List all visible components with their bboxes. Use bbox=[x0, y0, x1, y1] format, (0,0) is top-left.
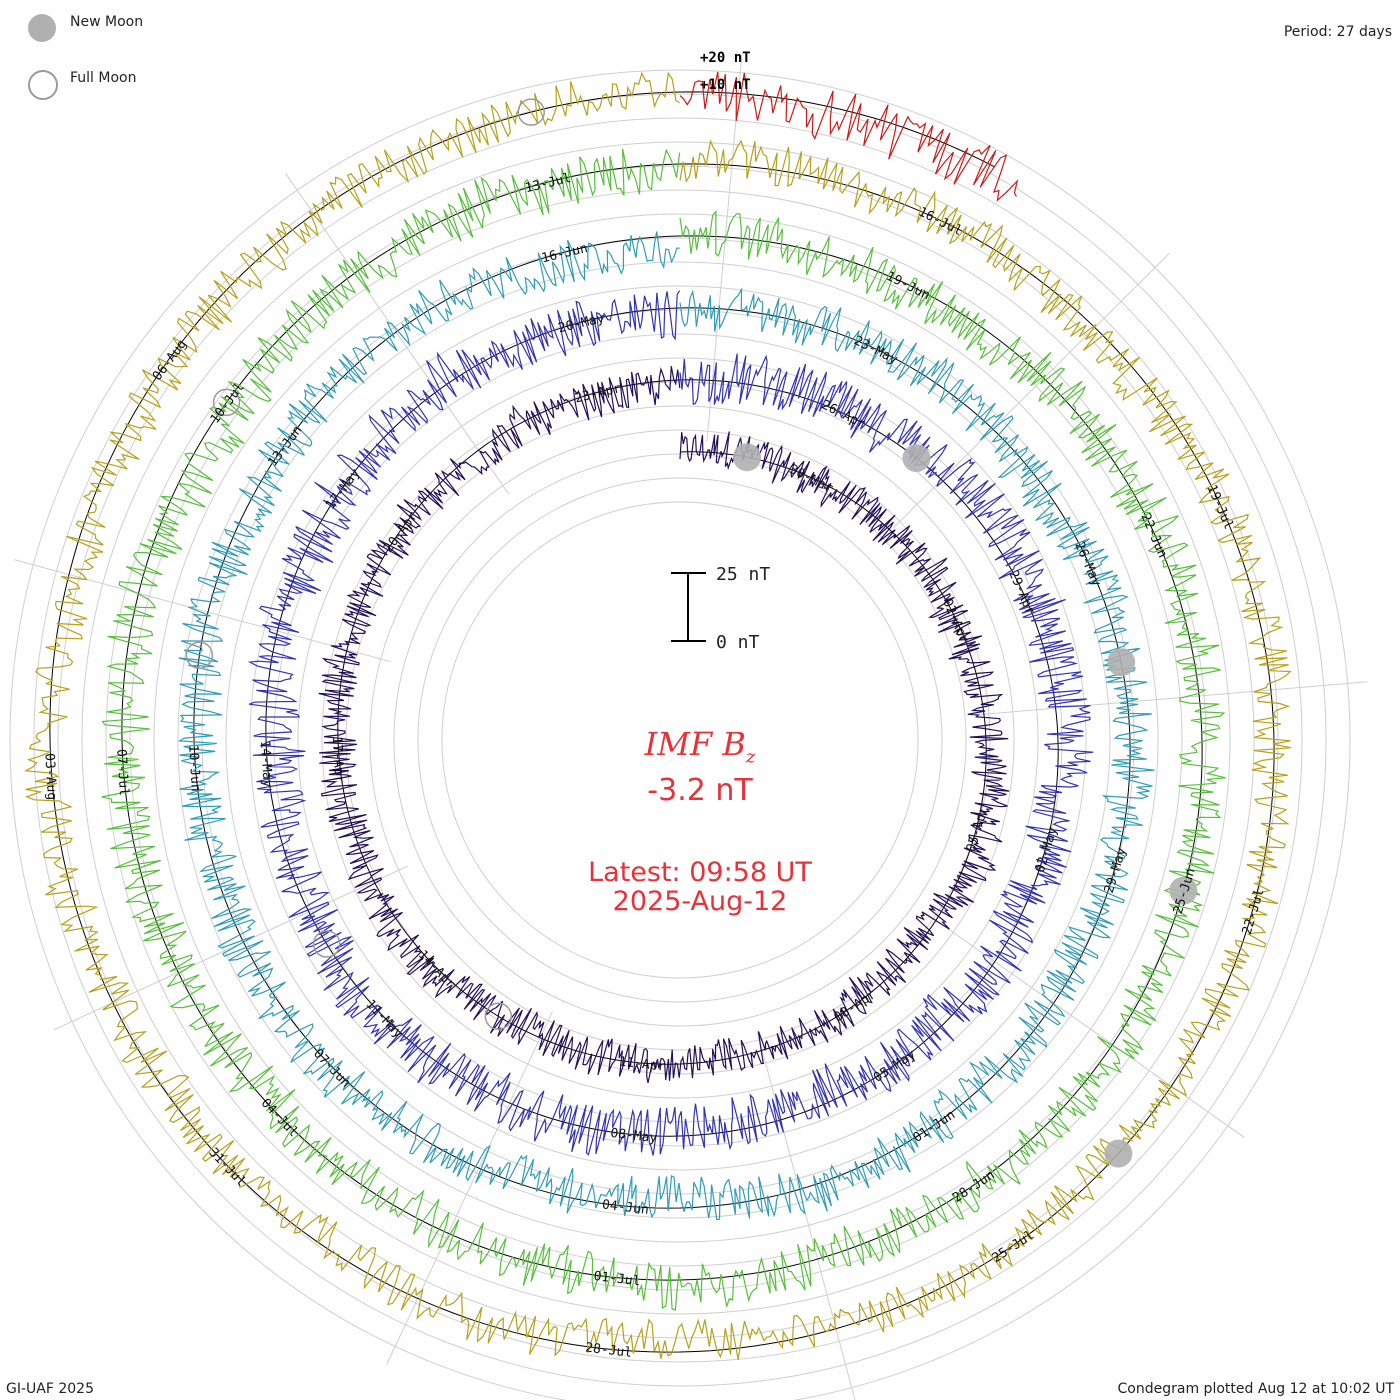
date-label: 17-Apr bbox=[329, 736, 347, 784]
full-moon-marker bbox=[517, 98, 545, 126]
grid-spoke bbox=[892, 253, 1170, 529]
full-moon-legend-label: Full Moon bbox=[70, 70, 137, 86]
latest-time-label: Latest: 09:58 UT bbox=[588, 857, 812, 888]
date-label: 11-Apr bbox=[618, 1054, 667, 1074]
grid-circle bbox=[297, 357, 1063, 1123]
grid-circle bbox=[441, 501, 919, 979]
scale-layer: +20 nT +10 nT 25 nT 0 nT bbox=[671, 50, 770, 653]
date-label: 04-Jun bbox=[601, 1198, 649, 1218]
latest-date-label: 2025-Aug-12 bbox=[612, 886, 788, 917]
grid-circle bbox=[9, 69, 1351, 1400]
grid-circle bbox=[177, 237, 1183, 1243]
grid-spoke bbox=[13, 559, 391, 663]
full-moon-marker bbox=[212, 388, 241, 417]
date-label: 01-Jul bbox=[593, 1269, 641, 1289]
grid-circle bbox=[249, 309, 1111, 1171]
grid-circle bbox=[417, 477, 943, 1003]
series-rotation-4 bbox=[101, 148, 1226, 1311]
grid-circle bbox=[57, 117, 1303, 1363]
new-moon-marker bbox=[902, 444, 931, 473]
date-label: 14-May bbox=[257, 740, 275, 788]
reference-label-bottom: +10 nT bbox=[700, 77, 751, 93]
date-label: 05-Apr bbox=[964, 804, 992, 853]
period-label: Period: 27 days bbox=[1283, 24, 1392, 40]
date-label: 31-Jul bbox=[205, 1145, 248, 1189]
full-moon-marker bbox=[312, 930, 341, 958]
grid-circle bbox=[321, 381, 1039, 1099]
scale-bar-top-label: 25 nT bbox=[716, 564, 770, 585]
date-label: 03-Aug bbox=[41, 753, 59, 801]
full-moon-legend-icon bbox=[28, 70, 58, 100]
date-label: 28-Jul bbox=[584, 1341, 632, 1361]
date-label: 07-Jun bbox=[310, 1046, 353, 1090]
date-label: 08-May bbox=[610, 1126, 659, 1146]
series-rotation-3 bbox=[177, 231, 1155, 1221]
date-label: 07-Jul bbox=[113, 749, 131, 797]
grid-circle bbox=[33, 93, 1327, 1387]
grid-spoke bbox=[924, 912, 1245, 1138]
grid-circle bbox=[129, 189, 1231, 1291]
current-value: -3.2 nT bbox=[647, 773, 753, 808]
latest-timestamp: Latest: 09:58 UT 2025-Aug-12 bbox=[500, 858, 900, 916]
grid-spoke bbox=[756, 1029, 856, 1400]
grid-spoke bbox=[978, 681, 1368, 716]
new-moon-legend-label: New Moon bbox=[70, 14, 144, 30]
series-rotation-1 bbox=[318, 366, 1010, 1084]
date-label: 22-Jul bbox=[1240, 887, 1268, 936]
grid-spoke bbox=[53, 865, 408, 1031]
chart-title-subscript: z bbox=[745, 746, 756, 768]
footer-plotted-time: Condegram plotted Aug 12 at 10:02 UT bbox=[1117, 1381, 1394, 1397]
grid-circle bbox=[105, 165, 1255, 1315]
series-layer bbox=[24, 71, 1292, 1360]
new-moon-marker bbox=[1169, 876, 1198, 905]
date-label: 02-May bbox=[1033, 825, 1061, 874]
full-moon-marker bbox=[185, 641, 214, 670]
series-rotation-5 bbox=[24, 71, 1292, 1360]
new-moon-legend-icon bbox=[28, 14, 56, 42]
moon-layer bbox=[185, 98, 1198, 1168]
chart-title-main: IMF B bbox=[644, 725, 746, 763]
reference-label-top: +20 nT bbox=[700, 50, 751, 66]
date-label: 13-Jul bbox=[524, 171, 573, 196]
chart-title: IMF Bz bbox=[500, 725, 900, 767]
scale-bar-bottom-label: 0 nT bbox=[716, 632, 760, 653]
series-rotation-2 bbox=[247, 290, 1094, 1156]
zero-baseline-spiral bbox=[49, 91, 1275, 1353]
new-moon-marker bbox=[1107, 648, 1136, 677]
footer-credit: GI-UAF 2025 bbox=[6, 1381, 94, 1397]
date-label: 16-Jun bbox=[540, 241, 589, 266]
date-label: 29-May bbox=[1102, 846, 1130, 895]
date-label: 10-Jun bbox=[185, 744, 203, 792]
full-moon-marker bbox=[484, 1002, 513, 1031]
new-moon-marker bbox=[1104, 1139, 1133, 1168]
grid-spoke bbox=[285, 173, 510, 495]
grid-circle bbox=[201, 261, 1159, 1219]
grid-spoke bbox=[386, 1011, 553, 1365]
series-rotation-6 bbox=[679, 71, 1019, 202]
new-moon-marker bbox=[733, 443, 761, 472]
